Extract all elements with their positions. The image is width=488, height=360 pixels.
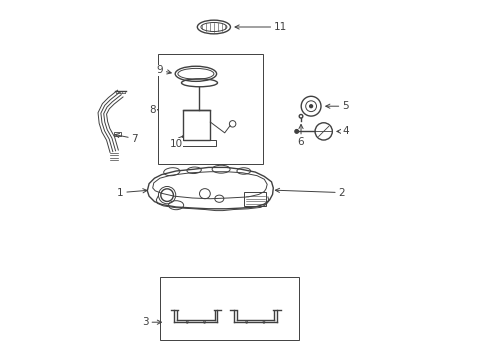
- Text: 10: 10: [169, 136, 183, 149]
- Text: 9: 9: [156, 65, 171, 75]
- Text: 6: 6: [297, 125, 304, 147]
- Ellipse shape: [309, 105, 312, 108]
- Text: 8: 8: [149, 105, 157, 115]
- Text: 7: 7: [115, 134, 138, 144]
- Text: 1: 1: [117, 188, 147, 198]
- Ellipse shape: [294, 130, 298, 133]
- Text: 3: 3: [142, 317, 161, 327]
- Text: 4: 4: [336, 126, 348, 136]
- Text: 11: 11: [235, 22, 286, 32]
- Text: 2: 2: [275, 188, 345, 198]
- Text: 5: 5: [325, 101, 348, 111]
